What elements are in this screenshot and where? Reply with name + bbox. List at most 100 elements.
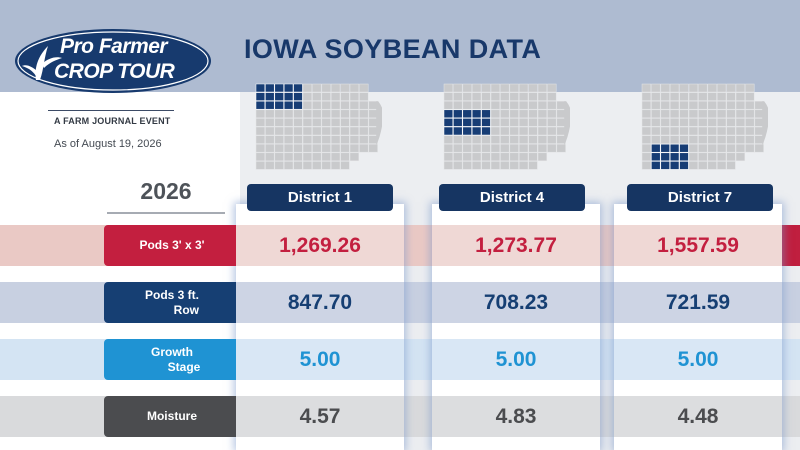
- county: [726, 92, 736, 101]
- district-county-highlighted: [283, 100, 294, 110]
- county: [735, 143, 746, 153]
- district-county-highlighted: [462, 118, 472, 127]
- county: [312, 135, 322, 144]
- county: [302, 109, 313, 119]
- county: [340, 152, 350, 162]
- county: [669, 92, 680, 101]
- county: [321, 161, 331, 170]
- county: [490, 92, 501, 101]
- county: [462, 135, 472, 144]
- county: [660, 100, 670, 110]
- district-county-highlighted: [293, 100, 303, 110]
- county: [547, 135, 557, 144]
- county: [641, 100, 652, 110]
- county: [321, 109, 331, 119]
- county: [518, 92, 529, 101]
- county: [679, 83, 689, 93]
- county: [321, 143, 331, 153]
- iowa-map-district-1: [254, 80, 382, 172]
- county: [509, 118, 519, 127]
- county: [556, 143, 566, 153]
- county: [537, 126, 548, 136]
- county: [537, 143, 548, 153]
- county: [283, 152, 294, 162]
- county: [716, 118, 727, 127]
- cell-bg: [614, 282, 782, 323]
- district-county-highlighted: [443, 109, 454, 119]
- county: [293, 161, 303, 170]
- county: [509, 143, 519, 153]
- district-county-highlighted: [679, 161, 689, 170]
- county: [471, 135, 482, 144]
- county: [330, 143, 341, 153]
- county: [330, 126, 341, 136]
- iowa-map-district-7: [640, 80, 768, 172]
- county: [321, 135, 331, 144]
- cell-d1-pods-row: 847.70: [287, 290, 353, 314]
- district-county-highlighted: [283, 92, 294, 101]
- cell-bg: [614, 225, 782, 266]
- cell-d7-moisture: 4.48: [677, 404, 719, 428]
- county: [471, 83, 482, 93]
- district-county-highlighted: [274, 83, 284, 93]
- cell-d4-moisture: 4.83: [495, 404, 537, 428]
- district-county-highlighted: [255, 83, 266, 93]
- county: [265, 126, 275, 136]
- district-county-highlighted: [651, 143, 661, 153]
- county: [651, 92, 661, 101]
- county: [312, 109, 322, 119]
- row-label-pods-row: Pods 3 ft. Row: [104, 282, 240, 323]
- county: [490, 143, 501, 153]
- county: [349, 109, 360, 119]
- county: [679, 109, 689, 119]
- county: [745, 100, 755, 110]
- county: [265, 118, 275, 127]
- county: [726, 83, 736, 93]
- district-county-highlighted: [255, 92, 266, 101]
- county: [641, 161, 652, 170]
- county: [509, 109, 519, 119]
- county: [660, 135, 670, 144]
- county: [547, 143, 557, 153]
- county: [312, 143, 322, 153]
- county: [651, 135, 661, 144]
- county: [641, 152, 652, 162]
- county: [490, 161, 501, 170]
- county: [726, 143, 736, 153]
- county: [688, 100, 699, 110]
- county: [518, 100, 529, 110]
- iowa-map-district-4: [442, 80, 570, 172]
- county: [707, 161, 717, 170]
- county: [349, 135, 360, 144]
- logo-oval: [15, 29, 211, 93]
- county: [312, 92, 322, 101]
- county: [443, 152, 454, 162]
- county: [698, 100, 708, 110]
- county: [340, 100, 350, 110]
- county: [453, 161, 463, 170]
- county: [293, 126, 303, 136]
- county: [698, 109, 708, 119]
- county: [255, 109, 266, 119]
- county: [312, 83, 322, 93]
- county: [509, 161, 519, 170]
- county: [471, 161, 482, 170]
- cell-bg: [614, 339, 782, 380]
- county: [688, 126, 699, 136]
- county: [509, 92, 519, 101]
- county: [274, 161, 284, 170]
- county: [707, 143, 717, 153]
- county: [547, 92, 557, 101]
- county: [688, 118, 699, 127]
- county: [349, 152, 360, 162]
- county: [698, 118, 708, 127]
- district-county-highlighted: [453, 126, 463, 136]
- county: [302, 118, 313, 127]
- county: [641, 109, 652, 119]
- county: [340, 83, 350, 93]
- county: [716, 126, 727, 136]
- county: [274, 109, 284, 119]
- county: [716, 83, 727, 93]
- district-county-highlighted: [265, 100, 275, 110]
- county: [349, 118, 360, 127]
